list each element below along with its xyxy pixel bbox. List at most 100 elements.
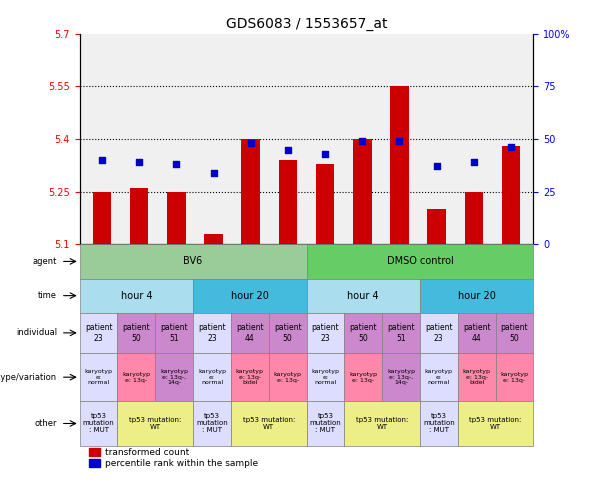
Text: patient
51: patient 51 [387, 323, 415, 342]
Text: tp53 mutation:
WT: tp53 mutation: WT [470, 417, 522, 430]
Text: patient
51: patient 51 [161, 323, 188, 342]
Text: karyotyp
e: 13q-,
14q-: karyotyp e: 13q-, 14q- [160, 369, 188, 385]
FancyBboxPatch shape [306, 244, 533, 279]
Point [134, 158, 144, 166]
Bar [89, 448, 100, 456]
Point [469, 158, 479, 166]
FancyBboxPatch shape [231, 313, 268, 353]
Text: karyotyp
e:
normal: karyotyp e: normal [198, 369, 226, 385]
Bar [89, 459, 100, 468]
Text: karyotyp
e: 13q-: karyotyp e: 13q- [349, 372, 377, 383]
Text: tp53
mutation
: MUT: tp53 mutation : MUT [423, 413, 455, 433]
FancyBboxPatch shape [495, 313, 533, 353]
Text: other: other [34, 419, 57, 428]
FancyBboxPatch shape [420, 313, 458, 353]
Bar [167, 192, 186, 244]
Text: tp53 mutation:
WT: tp53 mutation: WT [129, 417, 181, 430]
Text: patient
50: patient 50 [123, 323, 150, 342]
FancyBboxPatch shape [118, 313, 155, 353]
FancyBboxPatch shape [193, 313, 231, 353]
Text: karyotyp
e: 13q-: karyotyp e: 13q- [123, 372, 150, 383]
Bar [353, 139, 371, 244]
Text: genotype/variation: genotype/variation [0, 373, 57, 382]
Text: patient
23: patient 23 [311, 323, 339, 342]
Point [172, 160, 181, 168]
FancyBboxPatch shape [345, 401, 420, 446]
Bar [279, 160, 297, 244]
Point [283, 146, 293, 154]
FancyBboxPatch shape [193, 353, 231, 401]
Text: karyotyp
e: 13q-
bidel: karyotyp e: 13q- bidel [463, 369, 490, 385]
Text: tp53
mutation
: MUT: tp53 mutation : MUT [310, 413, 341, 433]
FancyBboxPatch shape [306, 353, 345, 401]
Text: BV6: BV6 [183, 256, 203, 267]
Point [395, 137, 405, 145]
Bar [465, 192, 483, 244]
Text: patient
23: patient 23 [198, 323, 226, 342]
Bar [204, 234, 223, 244]
Text: karyotyp
e: 13q-: karyotyp e: 13q- [500, 372, 528, 383]
Text: karyotyp
e: 13q-: karyotyp e: 13q- [273, 372, 302, 383]
FancyBboxPatch shape [495, 353, 533, 401]
FancyBboxPatch shape [345, 353, 382, 401]
Bar [93, 192, 112, 244]
Text: hour 20: hour 20 [231, 291, 268, 300]
FancyBboxPatch shape [458, 401, 533, 446]
Text: hour 4: hour 4 [121, 291, 152, 300]
Point [320, 150, 330, 157]
FancyBboxPatch shape [306, 313, 345, 353]
Text: transformed count: transformed count [105, 448, 189, 456]
FancyBboxPatch shape [382, 353, 420, 401]
Text: tp53
mutation
: MUT: tp53 mutation : MUT [196, 413, 228, 433]
Text: patient
50: patient 50 [274, 323, 302, 342]
Text: tp53 mutation:
WT: tp53 mutation: WT [356, 417, 408, 430]
Text: patient
44: patient 44 [236, 323, 264, 342]
FancyBboxPatch shape [155, 313, 193, 353]
Text: tp53
mutation
: MUT: tp53 mutation : MUT [83, 413, 115, 433]
FancyBboxPatch shape [420, 279, 533, 313]
Text: karyotyp
e: 13q-,
14q-: karyotyp e: 13q-, 14q- [387, 369, 415, 385]
FancyBboxPatch shape [118, 353, 155, 401]
Bar [130, 188, 148, 244]
FancyBboxPatch shape [118, 401, 193, 446]
FancyBboxPatch shape [306, 401, 345, 446]
Text: karyotyp
e: 13q-
bidel: karyotyp e: 13q- bidel [236, 369, 264, 385]
Text: patient
50: patient 50 [501, 323, 528, 342]
FancyBboxPatch shape [193, 279, 306, 313]
Text: tp53 mutation:
WT: tp53 mutation: WT [243, 417, 295, 430]
Point [357, 137, 367, 145]
FancyBboxPatch shape [420, 353, 458, 401]
FancyBboxPatch shape [80, 401, 118, 446]
Bar [427, 209, 446, 244]
Text: percentile rank within the sample: percentile rank within the sample [105, 459, 257, 468]
FancyBboxPatch shape [268, 353, 306, 401]
Text: karyotyp
e:
normal: karyotyp e: normal [311, 369, 340, 385]
Text: patient
23: patient 23 [425, 323, 452, 342]
Bar [242, 139, 260, 244]
Point [246, 140, 256, 147]
Point [506, 143, 516, 151]
Title: GDS6083 / 1553657_at: GDS6083 / 1553657_at [226, 17, 387, 31]
Point [97, 156, 107, 164]
FancyBboxPatch shape [345, 313, 382, 353]
Text: time: time [38, 291, 57, 300]
FancyBboxPatch shape [268, 313, 306, 353]
FancyBboxPatch shape [382, 313, 420, 353]
Text: individual: individual [16, 328, 57, 338]
FancyBboxPatch shape [231, 401, 306, 446]
Bar [501, 146, 520, 244]
Bar [390, 86, 409, 244]
Bar [316, 164, 334, 244]
Point [432, 163, 441, 170]
Text: karyotyp
e:
normal: karyotyp e: normal [85, 369, 113, 385]
FancyBboxPatch shape [80, 279, 193, 313]
Point [208, 169, 218, 177]
FancyBboxPatch shape [458, 313, 495, 353]
FancyBboxPatch shape [231, 353, 268, 401]
FancyBboxPatch shape [458, 353, 495, 401]
Text: DMSO control: DMSO control [387, 256, 453, 267]
FancyBboxPatch shape [80, 244, 306, 279]
FancyBboxPatch shape [306, 279, 420, 313]
Text: patient
23: patient 23 [85, 323, 112, 342]
Text: hour 4: hour 4 [348, 291, 379, 300]
